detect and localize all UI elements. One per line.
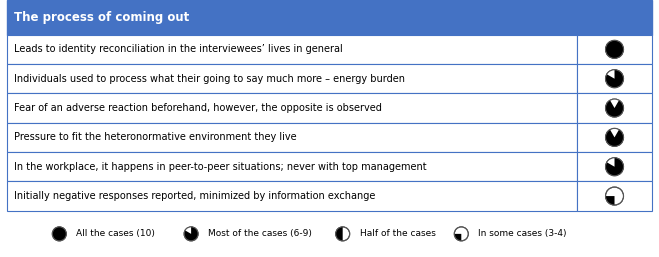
- FancyBboxPatch shape: [577, 181, 652, 211]
- Text: Individuals used to process what their going to say much more – energy burden: Individuals used to process what their g…: [14, 74, 405, 84]
- Text: In the workplace, it happens in peer-to-peer situations; never with top manageme: In the workplace, it happens in peer-to-…: [14, 162, 427, 172]
- FancyBboxPatch shape: [577, 35, 652, 64]
- Text: Fear of an adverse reaction beforehand, however, the opposite is observed: Fear of an adverse reaction beforehand, …: [14, 103, 382, 113]
- Text: Half of the cases: Half of the cases: [360, 229, 436, 238]
- FancyBboxPatch shape: [7, 0, 652, 35]
- Text: Initially negative responses reported, minimized by information exchange: Initially negative responses reported, m…: [14, 191, 376, 201]
- FancyBboxPatch shape: [577, 152, 652, 181]
- FancyBboxPatch shape: [577, 93, 652, 123]
- FancyBboxPatch shape: [7, 152, 577, 181]
- FancyBboxPatch shape: [7, 64, 577, 93]
- FancyBboxPatch shape: [577, 123, 652, 152]
- Text: Pressure to fit the heteronormative environment they live: Pressure to fit the heteronormative envi…: [14, 132, 297, 142]
- Text: Leads to identity reconciliation in the interviewees’ lives in general: Leads to identity reconciliation in the …: [14, 44, 343, 54]
- Text: All the cases (10): All the cases (10): [76, 229, 155, 238]
- FancyBboxPatch shape: [7, 123, 577, 152]
- Text: The process of coming out: The process of coming out: [14, 11, 190, 24]
- FancyBboxPatch shape: [7, 181, 577, 211]
- FancyBboxPatch shape: [7, 93, 577, 123]
- Text: In some cases (3-4): In some cases (3-4): [478, 229, 567, 238]
- FancyBboxPatch shape: [577, 64, 652, 93]
- FancyBboxPatch shape: [7, 35, 577, 64]
- Text: Most of the cases (6-9): Most of the cases (6-9): [208, 229, 312, 238]
